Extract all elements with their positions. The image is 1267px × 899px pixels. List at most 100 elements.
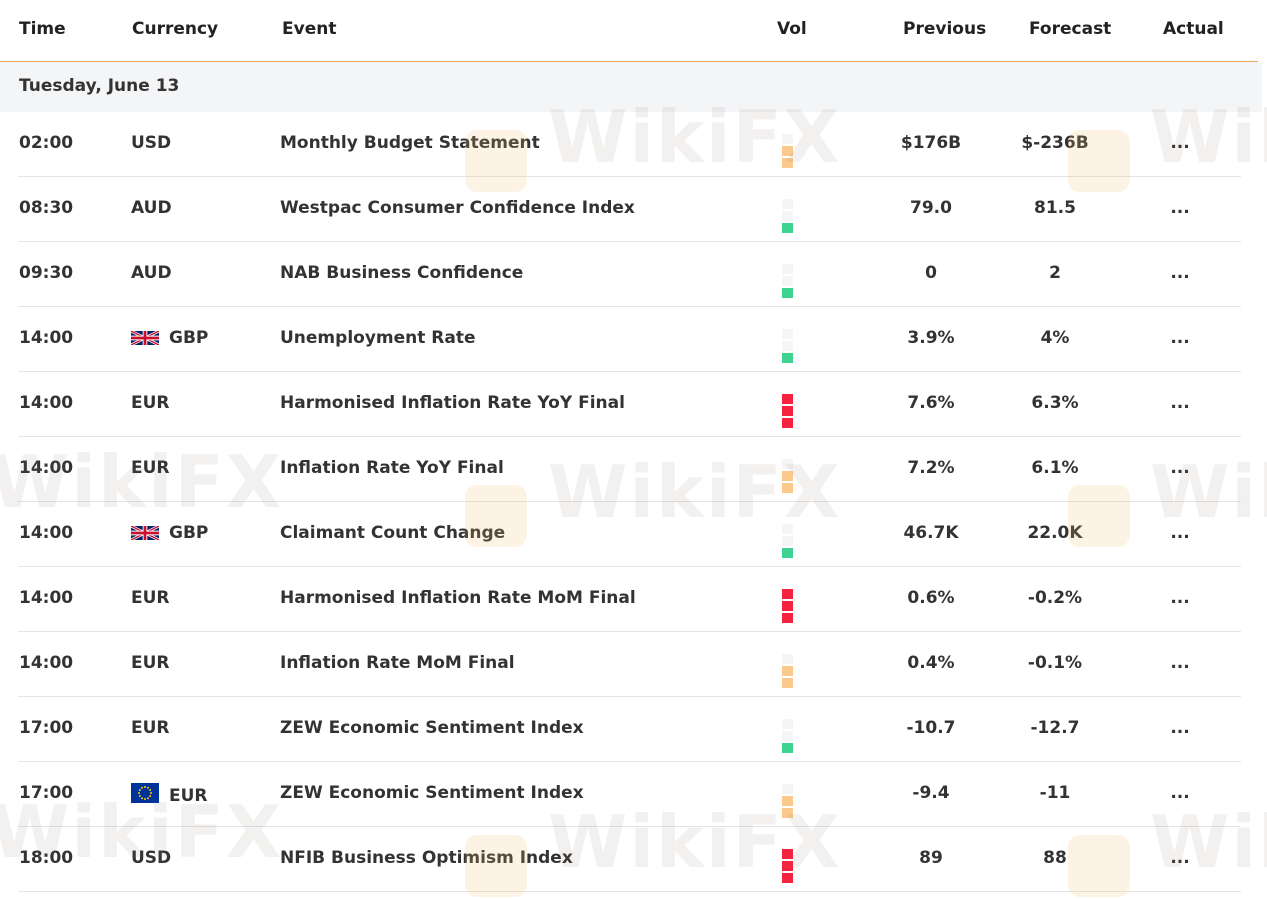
event-currency: USD (131, 848, 171, 868)
event-currency: EUR (131, 783, 208, 808)
header-forecast[interactable]: Forecast (1029, 19, 1112, 39)
table-row[interactable]: 08:30 AUD Westpac Consumer Confidence Inde… (0, 177, 1267, 242)
event-time: 14:00 (19, 458, 74, 478)
event-forecast: -12.7 (1030, 718, 1080, 738)
volatility-indicator (782, 654, 793, 690)
event-name[interactable]: Harmonised Inflation Rate MoM Final (280, 588, 636, 608)
event-time: 18:00 (19, 848, 74, 868)
vol-bar (782, 524, 793, 534)
event-actual: ... (1170, 653, 1190, 673)
vol-bar (782, 471, 793, 481)
vol-bar (782, 796, 793, 806)
vol-bar (782, 406, 793, 416)
event-previous: $176B (900, 133, 962, 153)
date-group-row: Tuesday, June 13 (0, 62, 1262, 112)
event-previous: 0.4% (907, 653, 955, 673)
event-actual: ... (1170, 328, 1190, 348)
header-time[interactable]: Time (19, 19, 66, 39)
table-row[interactable]: 14:00 EUR Harmonised Inflation Rate YoY Fi… (0, 372, 1267, 437)
event-previous: -10.7 (906, 718, 956, 738)
event-forecast: -0.2% (1027, 588, 1083, 608)
table-row[interactable]: 14:00 EUR Harmonised Inflation Rate MoM Fi… (0, 567, 1267, 632)
event-name[interactable]: ZEW Economic Sentiment Index (280, 783, 584, 803)
currency-code: GBP (169, 328, 209, 348)
header-actual[interactable]: Actual (1163, 19, 1224, 39)
event-currency: EUR (131, 653, 170, 673)
event-name[interactable]: ZEW Economic Sentiment Index (280, 718, 584, 738)
vol-bar (782, 743, 793, 753)
event-name[interactable]: Monthly Budget Statement (280, 133, 540, 153)
vol-bar (782, 264, 793, 274)
currency-code: USD (131, 133, 172, 153)
volatility-indicator (782, 264, 793, 300)
header-vol[interactable]: Vol (777, 19, 807, 39)
event-forecast: $-236B (1021, 133, 1089, 153)
event-name[interactable]: Inflation Rate YoY Final (280, 458, 504, 478)
event-name[interactable]: NFIB Business Optimism Index (280, 848, 573, 868)
volatility-indicator (782, 524, 793, 560)
header-event[interactable]: Event (282, 19, 337, 39)
event-name[interactable]: Unemployment Rate (280, 328, 476, 348)
table-row[interactable]: 14:00 EUR Inflation Rate YoY Final 7.2% 6.1%… (0, 437, 1267, 502)
event-actual: ... (1170, 523, 1190, 543)
volatility-indicator (782, 134, 793, 170)
event-currency: AUD (131, 263, 172, 283)
vol-bar (782, 861, 793, 871)
volatility-indicator (782, 394, 793, 430)
event-name[interactable]: NAB Business Confidence (280, 263, 524, 283)
vol-bar (782, 483, 793, 493)
event-actual: ... (1170, 458, 1190, 478)
vol-bar (782, 601, 793, 611)
vol-bar (782, 146, 793, 156)
event-previous: 7.2% (907, 458, 955, 478)
uk-flag-icon (130, 329, 160, 350)
event-actual: ... (1170, 588, 1190, 608)
vol-bar (782, 808, 793, 818)
event-previous: 7.6% (907, 393, 955, 413)
event-name[interactable]: Westpac Consumer Confidence Index (280, 198, 635, 218)
volatility-indicator (782, 329, 793, 365)
vol-bar (782, 536, 793, 546)
event-time: 14:00 (19, 588, 74, 608)
vol-bar (782, 134, 793, 144)
vol-bar (782, 873, 793, 883)
table-row[interactable]: 18:00 USD NFIB Business Optimism Index 89 88… (0, 827, 1267, 892)
event-name[interactable]: Claimant Count Change (280, 523, 506, 543)
currency-code: USD (131, 848, 172, 868)
vol-bar (782, 394, 793, 404)
table-row[interactable]: 09:30 AUD NAB Business Confidence 0 2... (0, 242, 1267, 307)
vol-bar (782, 589, 793, 599)
currency-code: EUR (169, 786, 208, 806)
currency-code: EUR (131, 458, 170, 478)
vol-bar (782, 276, 793, 286)
event-previous: -9.4 (912, 783, 950, 803)
vol-bar (782, 418, 793, 428)
event-forecast: -11 (1039, 783, 1071, 803)
currency-code: EUR (131, 653, 170, 673)
events-list: 02:00 USD Monthly Budget Statement $176B $-2… (0, 112, 1267, 892)
volatility-indicator (782, 459, 793, 495)
table-row[interactable]: 17:00 EUR ZEW Economic Sentiment Index -10.… (0, 697, 1267, 762)
vol-bar (782, 613, 793, 623)
event-forecast: 6.1% (1031, 458, 1079, 478)
uk-flag-icon (130, 524, 160, 545)
event-name[interactable]: Inflation Rate MoM Final (280, 653, 515, 673)
table-row[interactable]: 02:00 USD Monthly Budget Statement $176B $-2… (0, 112, 1267, 177)
header-previous[interactable]: Previous (903, 19, 987, 39)
event-currency: EUR (131, 393, 170, 413)
event-previous: 89 (919, 848, 943, 868)
event-currency: EUR (131, 588, 170, 608)
event-time: 17:00 (19, 783, 74, 803)
vol-bar (782, 678, 793, 688)
table-row[interactable]: 14:00 GBP Unemployment Rate 3.9% 4%... (0, 307, 1267, 372)
table-row[interactable]: 17:00 EUR ZEW Economic Sentiment Index -9.4… (0, 762, 1267, 827)
table-header: Time Currency Event Vol Previous Forecas… (0, 0, 1258, 62)
event-currency: GBP (130, 523, 208, 545)
table-row[interactable]: 14:00 EUR Inflation Rate MoM Final 0.4% -0.1… (0, 632, 1267, 697)
vol-bar (782, 548, 793, 558)
event-previous: 3.9% (907, 328, 955, 348)
event-time: 14:00 (19, 393, 74, 413)
event-name[interactable]: Harmonised Inflation Rate YoY Final (280, 393, 625, 413)
table-row[interactable]: 14:00 GBP Claimant Count Change 46.7K 22.0K.… (0, 502, 1267, 567)
header-currency[interactable]: Currency (132, 19, 219, 39)
